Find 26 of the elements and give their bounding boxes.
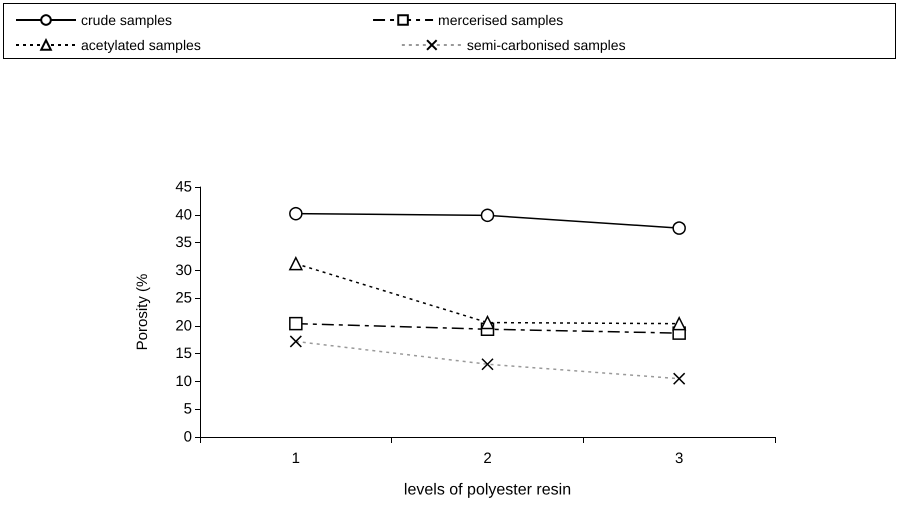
y-tick-label: 5 [184, 400, 192, 418]
point [480, 316, 494, 330]
y-tick-label: 20 [175, 317, 192, 334]
y-tick-label: 10 [175, 372, 192, 390]
point [289, 206, 303, 220]
legend-label: mercerised samples [438, 12, 564, 28]
y-tick-label: 25 [175, 290, 192, 307]
legend-label: acetylated samples [81, 37, 201, 53]
x-tick-label: 1 [292, 450, 300, 467]
point [672, 221, 686, 235]
legend-label: crude samples [81, 12, 172, 28]
point [289, 316, 303, 330]
y-tick-label: 15 [175, 345, 192, 362]
y-tick-label: 45 [175, 178, 192, 196]
y-tick-label: 0 [184, 428, 192, 446]
point [672, 316, 686, 330]
point [289, 256, 303, 270]
x-tick-label: 3 [674, 450, 684, 467]
y-tick-label: 40 [175, 206, 192, 224]
y-tick-label: 30 [175, 262, 192, 279]
y-tick-label: 35 [175, 234, 192, 252]
point [480, 208, 494, 222]
x-tick-label: 2 [483, 450, 492, 467]
legend-label: semi-carbonised samples [466, 37, 626, 53]
x-axis-title: levels of polyester resin [404, 482, 572, 498]
y-axis-title: Porosity (% [134, 274, 151, 350]
